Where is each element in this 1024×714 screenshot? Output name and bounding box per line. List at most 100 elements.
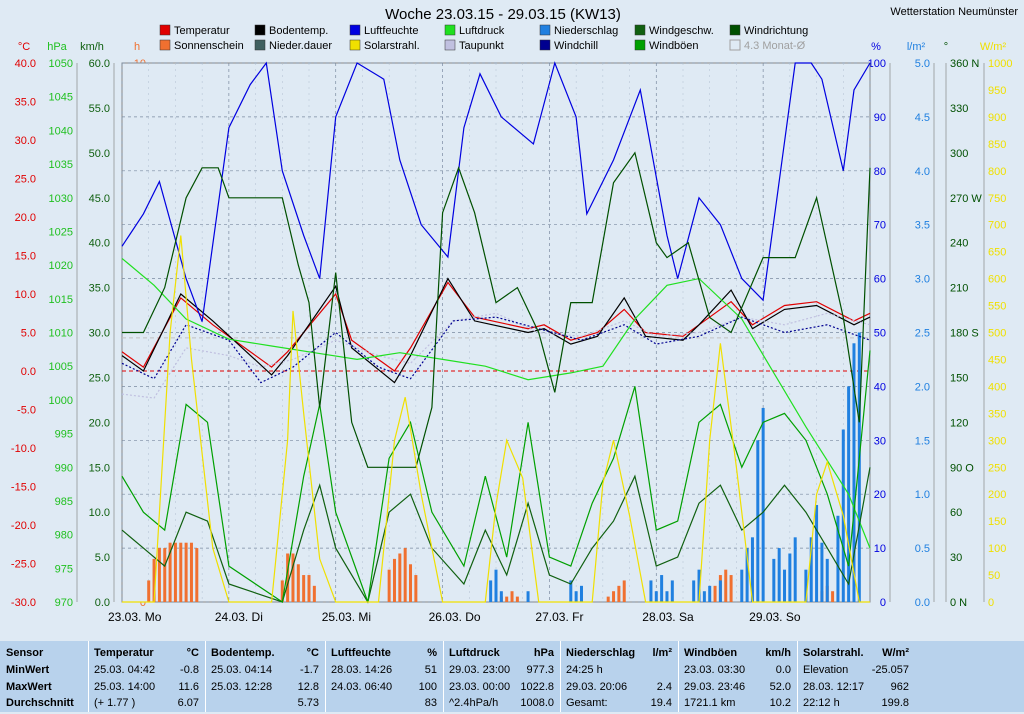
axis-unit-temp: °C xyxy=(18,41,30,53)
bar-sonnenschein xyxy=(189,542,193,602)
bar-niederschlag xyxy=(804,569,808,602)
tick-label-humidity: 40 xyxy=(874,381,886,393)
legend-label: Niederschlag xyxy=(554,25,618,37)
legend-item: Solarstrahl. xyxy=(349,39,420,52)
axis-unit-hours: h xyxy=(134,41,140,53)
series-bodentemp. xyxy=(121,277,871,384)
table-column: Solarstrahl. W/m² Elevation -25.057 28.03. 1… xyxy=(803,641,909,712)
series-solarstrahl. xyxy=(122,235,870,603)
table-cell: 28.03. 14:26 51 xyxy=(331,664,437,676)
bar-sonnenschein xyxy=(831,591,835,602)
tick-label-humidity: 30 xyxy=(874,435,886,447)
legend-label: Temperatur xyxy=(174,25,230,37)
table-cell: 22:12 h 199.8 xyxy=(803,697,909,709)
bar-niederschlag xyxy=(702,591,706,602)
bar-niederschlag xyxy=(670,580,674,602)
legend-item: Windgeschw. xyxy=(634,24,714,37)
tick-label-pressure: 1010 xyxy=(49,328,73,340)
legend-swatch xyxy=(729,39,741,51)
table-cell: 28.03. 12:17 962 xyxy=(803,681,909,693)
lines xyxy=(121,61,871,604)
bar-sonnenschein xyxy=(157,548,161,602)
legend-swatch xyxy=(729,24,741,36)
legend-label: Windchill xyxy=(554,40,598,52)
tick-label-pressure: 1000 xyxy=(49,395,73,407)
table-cell: 23.03. 03:30 0.0 xyxy=(684,664,791,676)
bar-sonnenschein xyxy=(286,553,290,602)
bar-niederschlag xyxy=(692,580,696,602)
tick-label-direction: 90 O xyxy=(950,462,974,474)
legend-swatch xyxy=(349,39,361,51)
tick-label-direction: 360 N xyxy=(950,58,979,70)
bar-sonnenschein xyxy=(612,591,616,602)
table-separator xyxy=(88,641,89,712)
bar-niederschlag xyxy=(569,580,573,602)
tick-label-direction: 210 xyxy=(950,283,968,295)
tick-label-temp: 25.0 xyxy=(15,174,36,186)
table-cell: 25.03. 12:28 12.8 xyxy=(211,681,319,693)
bar-sonnenschein xyxy=(729,575,733,602)
legend-label: Bodentemp. xyxy=(269,25,328,37)
x-axis-labels: 23.03. Mo 24.03. Di 25.03. Mi 26.03. Do 27.0… xyxy=(108,610,801,624)
bar-niederschlag xyxy=(697,569,701,602)
tick-label-rain: 2.0 xyxy=(915,381,930,393)
legend-item: Windböen xyxy=(634,39,699,52)
axis-unit-pressure: hPa xyxy=(47,41,67,53)
tick-label-wind: 45.0 xyxy=(89,193,110,205)
tick-label-rain: 2.5 xyxy=(915,328,930,340)
bar-sonnenschein xyxy=(302,575,306,602)
x-tick-label: 25.03. Mi xyxy=(322,610,371,624)
stats-table xyxy=(0,641,1024,712)
bar-sonnenschein xyxy=(724,569,728,602)
tick-label-wind: 20.0 xyxy=(89,417,110,429)
legend-label: Sonnenschein xyxy=(174,40,244,52)
tick-label-direction: 180 S xyxy=(950,328,979,340)
bar-sonnenschein xyxy=(392,558,396,602)
table-cell: 29.03. 23:00 977.3 xyxy=(449,664,554,676)
bar-sonnenschein xyxy=(296,564,300,602)
tick-label-solar: 350 xyxy=(988,408,1006,420)
legend: Temperatur Bodentemp. Luftfeuchte Luftdruck… xyxy=(159,24,808,52)
table-separator xyxy=(205,641,206,712)
tick-label-humidity: 100 xyxy=(868,58,886,70)
bar-sonnenschein xyxy=(147,580,151,602)
tick-label-solar: 300 xyxy=(988,435,1006,447)
bar-niederschlag xyxy=(526,591,530,602)
bar-niederschlag xyxy=(783,569,787,602)
tick-label-solar: 700 xyxy=(988,220,1006,232)
tick-label-humidity: 20 xyxy=(874,489,886,501)
tick-label-rain: 1.0 xyxy=(915,489,930,501)
legend-swatch xyxy=(634,24,646,36)
table-cell: ^2.4hPa/h 1008.0 xyxy=(449,697,554,709)
tick-label-temp: -15.0 xyxy=(11,482,36,494)
tick-label-temp: -5.0 xyxy=(17,405,36,417)
tick-label-temp: -10.0 xyxy=(11,443,36,455)
table-column: Luftdruck hPa 29.03. 23:00 977.3 23.03. 00:0… xyxy=(449,641,554,712)
series-taupunkt xyxy=(121,312,871,399)
chart-title: Woche 23.03.15 - 29.03.15 (KW13) xyxy=(385,6,621,23)
tick-label-wind: 0.0 xyxy=(95,597,110,609)
bar-sonnenschein xyxy=(152,558,156,602)
legend-item: Nieder.dauer xyxy=(254,39,332,52)
bar-niederschlag xyxy=(836,515,840,602)
bar-niederschlag xyxy=(494,569,498,602)
tick-label-solar: 750 xyxy=(988,193,1006,205)
tick-label-solar: 1000 xyxy=(988,58,1012,70)
tick-label-temp: 15.0 xyxy=(15,251,36,263)
legend-label: 4.3 Monat-Ø xyxy=(744,40,806,52)
legend-swatch xyxy=(159,24,171,36)
legend-swatch xyxy=(254,39,266,51)
table-column: Bodentemp. °C 25.03. 04:14 -1.7 25.03. 12:28… xyxy=(211,641,319,712)
table-cell: Durchschnitt xyxy=(6,697,74,709)
tick-label-pressure: 985 xyxy=(55,496,73,508)
bar-sonnenschein xyxy=(184,542,188,602)
bar-niederschlag xyxy=(718,580,722,602)
tick-label-solar: 900 xyxy=(988,112,1006,124)
bar-sonnenschein xyxy=(195,548,199,602)
tick-label-temp: 10.0 xyxy=(15,289,36,301)
table-cell: 25.03. 04:14 -1.7 xyxy=(211,664,319,676)
legend-swatch xyxy=(159,39,171,51)
tick-label-direction: 60 xyxy=(950,507,962,519)
bar-sonnenschein xyxy=(713,585,717,602)
bar-niederschlag xyxy=(654,591,658,602)
